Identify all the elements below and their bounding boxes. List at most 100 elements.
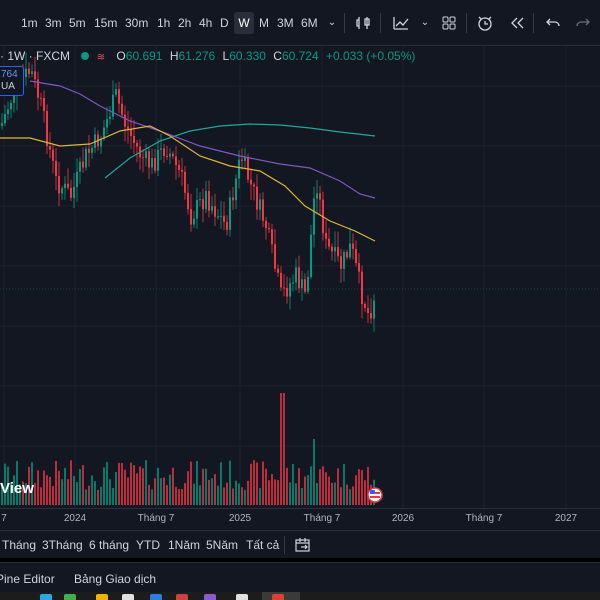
redo-icon[interactable] <box>572 12 594 34</box>
low-value: 60.330 <box>229 49 266 63</box>
taskbar-app-icon[interactable] <box>150 594 162 600</box>
volume-bar <box>115 471 117 505</box>
range-1-month[interactable]: Tháng <box>2 538 37 552</box>
taskbar-app-icon[interactable] <box>96 594 108 600</box>
candle-body <box>328 238 330 247</box>
moving-average-fast <box>0 125 376 242</box>
timeframe-15m[interactable]: 15m <box>94 16 118 30</box>
replay-icon[interactable] <box>506 12 528 34</box>
layout-grid-icon[interactable] <box>438 12 460 34</box>
calendar-range-icon[interactable] <box>293 535 313 555</box>
candle-body <box>340 256 342 269</box>
volume-bar <box>322 466 324 505</box>
price-badge[interactable]: 764 UA <box>0 66 24 96</box>
taskbar-app-icon[interactable] <box>64 594 76 600</box>
candle-body <box>160 148 162 150</box>
taskbar-app-icon[interactable] <box>176 594 188 600</box>
volume-bar <box>1 482 3 505</box>
volume-bar <box>49 476 51 505</box>
timeframe-4h[interactable]: 4h <box>199 16 213 30</box>
timeframe-2h[interactable]: 2h <box>178 16 192 30</box>
candle-body <box>121 103 123 115</box>
volume-bar <box>121 463 123 505</box>
candle-body <box>265 220 267 229</box>
timeframe-1h[interactable]: 1h <box>157 16 171 30</box>
candle-body <box>1 123 3 126</box>
range-3-months[interactable]: 3Tháng <box>42 538 83 552</box>
trading-panel-tab[interactable]: Bảng Giao dịch <box>74 572 157 586</box>
high-value: 61.276 <box>178 49 216 63</box>
taskbar-app-icon[interactable] <box>236 594 248 600</box>
moving-average-mid <box>29 80 376 199</box>
volume-bar <box>73 475 75 505</box>
chevron-down-icon[interactable]: ⌄ <box>420 17 430 28</box>
timeframe-30m[interactable]: 30m <box>125 16 149 30</box>
range-1-year[interactable]: 1Năm <box>168 538 201 552</box>
time-tick: Tháng 7 <box>137 513 175 524</box>
undo-icon[interactable] <box>542 12 564 34</box>
pine-editor-tab[interactable]: Pine Editor <box>0 572 55 586</box>
taskbar-app-icon[interactable] <box>40 594 52 600</box>
taskbar-app-icon[interactable] <box>272 594 284 600</box>
volume-bar <box>274 479 276 505</box>
volume-bar <box>43 470 45 505</box>
candle-body <box>151 158 153 168</box>
time-tick: 2024 <box>63 513 87 524</box>
candle-body <box>364 304 366 308</box>
chart-grid <box>0 46 600 508</box>
chevron-down-icon[interactable]: ⌄ <box>327 17 337 28</box>
time-axis[interactable]: 7 2024 Tháng 7 2025 Tháng 7 2026 Tháng 7… <box>0 508 600 530</box>
volume-bar <box>100 486 102 505</box>
candle-body <box>205 191 207 210</box>
taskbar-app-icon[interactable] <box>204 594 216 600</box>
candle-body <box>28 68 30 75</box>
candle-body <box>286 287 288 297</box>
candle-body <box>319 193 321 200</box>
candle-body <box>181 169 183 172</box>
volume-bar <box>172 467 174 505</box>
timeframe-m[interactable]: M <box>259 16 269 30</box>
volume-bar <box>253 460 255 505</box>
volume-bar <box>94 481 96 505</box>
volume-bar <box>133 465 135 505</box>
indicators-icon[interactable] <box>390 12 412 34</box>
volume-bar <box>190 461 192 505</box>
candle-body <box>262 199 264 221</box>
candle-body <box>211 206 213 211</box>
timeframe-6m[interactable]: 6M <box>301 16 318 30</box>
price-chart[interactable] <box>0 46 600 530</box>
volume-bar <box>184 483 186 505</box>
volume-bar <box>79 469 81 505</box>
volume-bar <box>289 482 291 505</box>
range-all[interactable]: Tất cả <box>246 538 280 552</box>
volume-bar <box>139 466 141 505</box>
timeframe-3m[interactable]: 3m <box>45 16 62 30</box>
candle-body <box>136 142 138 147</box>
range-ytd[interactable]: YTD <box>136 538 160 552</box>
candle-body <box>247 157 249 180</box>
toolbar-divider <box>380 13 381 33</box>
change-value: +0.033 (+0.05%) <box>325 49 416 63</box>
volume-bar <box>226 482 228 505</box>
time-tick: 2026 <box>391 513 415 524</box>
us-flag-icon[interactable] <box>367 487 383 503</box>
timeframe-1m[interactable]: 1m <box>21 16 38 30</box>
alert-clock-icon[interactable] <box>474 12 496 34</box>
chart-pane[interactable] <box>0 46 600 530</box>
timeframe-w[interactable]: W <box>234 12 254 34</box>
volume-bar <box>256 462 258 505</box>
candle-body <box>172 153 174 157</box>
range-5-years[interactable]: 5Năm <box>206 538 239 552</box>
timeframe-5m[interactable]: 5m <box>69 16 86 30</box>
taskbar-app-icon[interactable] <box>122 594 134 600</box>
bar-style-icon[interactable] <box>352 12 374 34</box>
candle-body <box>64 183 66 189</box>
volume-bar <box>277 480 279 505</box>
volume-bar <box>205 468 207 505</box>
range-6-months[interactable]: 6 tháng <box>89 538 130 552</box>
timeframe-3m-long[interactable]: 3M <box>277 16 294 30</box>
volume-bar <box>346 484 348 505</box>
symbol-name[interactable]: · 1W · FXCM <box>0 49 70 63</box>
candle-body <box>217 216 219 218</box>
timeframe-d[interactable]: D <box>220 16 229 30</box>
